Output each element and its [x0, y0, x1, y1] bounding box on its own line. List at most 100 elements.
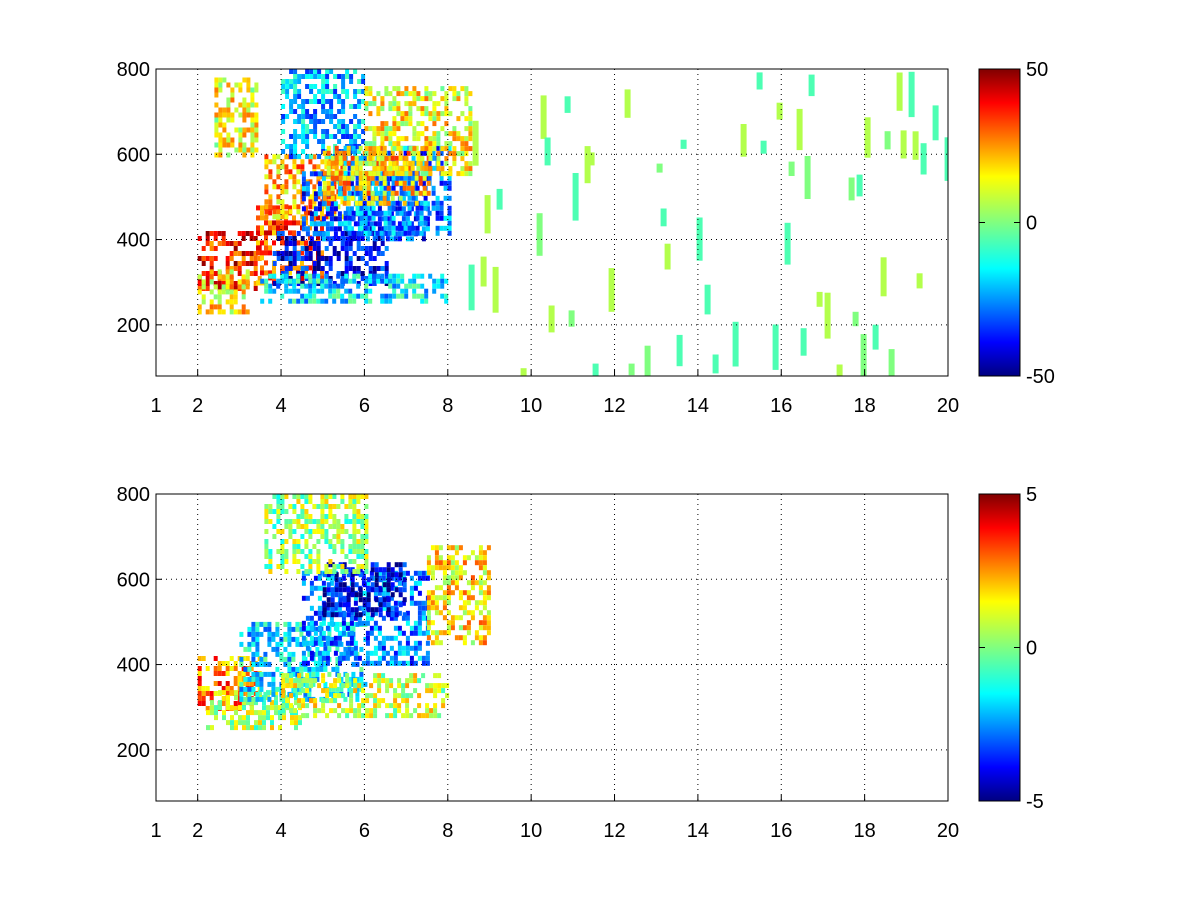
heatmap-cell — [608, 268, 615, 312]
heatmap-cell — [305, 673, 310, 679]
heatmap-cell — [382, 200, 387, 206]
heatmap-cell — [446, 600, 451, 606]
plot-frame-top — [155, 68, 949, 377]
heatmap-cell — [249, 236, 254, 241]
heatmap-cell — [320, 250, 324, 256]
heatmap-cell — [434, 605, 439, 611]
heatmap-cell — [397, 683, 402, 689]
heatmap-cell — [324, 534, 329, 539]
heatmap-cell — [373, 221, 378, 227]
heatmap-cell — [334, 572, 339, 578]
heatmap-cell — [462, 610, 467, 616]
heatmap-cell — [438, 545, 443, 551]
heatmap-cell — [409, 625, 414, 631]
heatmap-cell — [304, 494, 309, 499]
heatmap-cell — [246, 725, 250, 731]
heatmap-cell — [308, 256, 313, 261]
heatmap-cell — [296, 514, 301, 519]
heatmap-cell — [732, 321, 739, 367]
heatmap-cell — [217, 231, 222, 236]
heatmap-cell — [345, 134, 350, 139]
heatmap-cell — [447, 225, 452, 231]
heatmap-cell — [337, 605, 342, 611]
heatmap-cell — [332, 569, 337, 574]
heatmap-cell — [346, 200, 351, 206]
heatmap-cell — [308, 245, 312, 251]
heatmap-cell — [430, 570, 435, 576]
heatmap-cell — [351, 185, 356, 191]
heatmap-cell — [312, 184, 317, 190]
heatmap-cell — [332, 251, 337, 256]
heatmap-cell — [294, 695, 298, 701]
heatmap-cell — [280, 214, 285, 220]
heatmap-cell — [284, 539, 289, 544]
heatmap-cell — [466, 620, 471, 626]
heatmap-cell — [800, 328, 807, 356]
heatmap-cell — [316, 288, 321, 294]
heatmap-cell — [421, 575, 426, 581]
heatmap-cell — [460, 146, 465, 152]
heatmap-cell — [420, 146, 425, 152]
heatmap-cell — [332, 164, 337, 170]
heatmap-cell — [454, 585, 459, 591]
heatmap-cell — [908, 71, 915, 118]
heatmap-cell — [333, 625, 338, 631]
heatmap-cell — [414, 190, 419, 196]
heatmap-cell — [382, 145, 387, 151]
heatmap-cell — [312, 241, 317, 246]
heatmap-cell — [342, 180, 347, 186]
heatmap-cell — [334, 602, 339, 608]
heatmap-cell — [439, 180, 444, 186]
heatmap-cell — [363, 210, 368, 216]
heatmap-cell — [324, 564, 329, 569]
heatmap-cell — [288, 209, 293, 215]
heatmap-cell — [452, 91, 457, 97]
heatmap-cell — [332, 544, 337, 549]
heatmap-cell — [329, 69, 334, 74]
heatmap-cell — [366, 180, 371, 186]
heatmap-cell — [245, 284, 250, 290]
heatmap-cell — [386, 185, 391, 191]
heatmap-cell — [348, 494, 353, 499]
heatmap-cell — [214, 122, 219, 128]
heatmap-cell — [242, 112, 247, 118]
heatmap-cell — [292, 256, 297, 261]
heatmap-cell — [301, 181, 306, 187]
heatmap-cell — [312, 215, 316, 221]
heatmap-cell — [383, 220, 388, 226]
heatmap-cell — [355, 180, 360, 186]
heatmap-cell — [320, 519, 325, 524]
heatmap-cell — [328, 494, 333, 499]
heatmap-cell — [454, 580, 459, 586]
heatmap-cell — [414, 170, 419, 176]
heatmap-cell — [384, 271, 389, 276]
heatmap-cell — [389, 635, 394, 641]
heatmap-cell — [394, 572, 399, 578]
heatmap-cell — [354, 582, 359, 588]
heatmap-cell — [197, 281, 202, 286]
heatmap-cell — [430, 575, 435, 581]
heatmap-cell — [332, 549, 337, 554]
heatmap-cell — [353, 615, 358, 621]
heatmap-cell — [344, 519, 349, 524]
heatmap-cell — [355, 686, 360, 692]
heatmap-cell — [380, 273, 385, 279]
heatmap-cell — [331, 636, 336, 642]
heatmap-cell — [226, 117, 231, 123]
heatmap-cell — [320, 509, 325, 514]
heatmap-cell — [478, 580, 483, 586]
heatmap-cell — [218, 122, 223, 128]
heatmap-cell — [340, 276, 345, 281]
heatmap-cell — [226, 142, 231, 148]
heatmap-cell — [276, 256, 281, 261]
heatmap-cell — [238, 127, 243, 133]
heatmap-cell — [288, 261, 293, 266]
heatmap-cell — [225, 691, 230, 696]
heatmap-cell — [230, 87, 235, 93]
heatmap-cell — [358, 175, 363, 181]
heatmap-cell — [294, 700, 298, 706]
heatmap-cell — [413, 650, 418, 656]
heatmap-cell — [372, 151, 377, 157]
heatmap-cell — [454, 545, 459, 551]
heatmap-cell — [421, 660, 426, 666]
